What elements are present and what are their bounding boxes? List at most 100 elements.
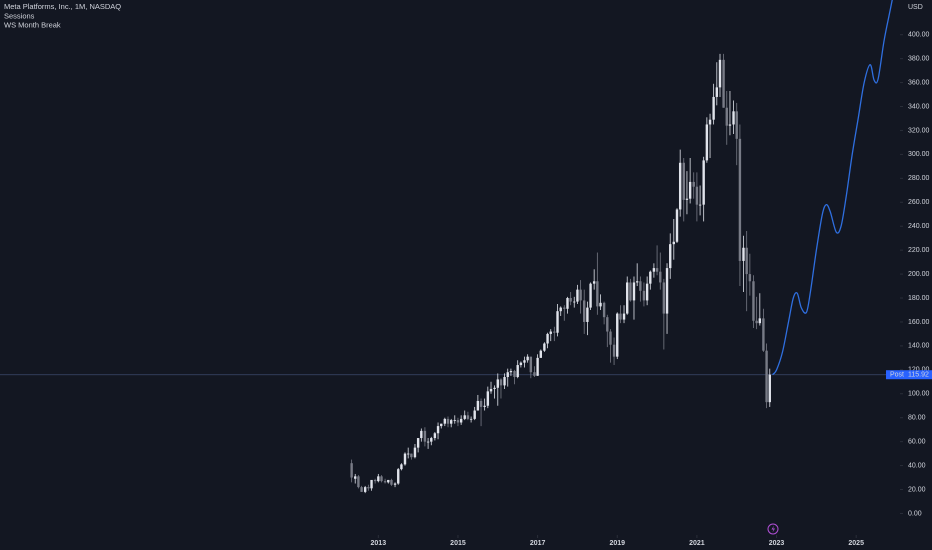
candle-body bbox=[426, 441, 430, 443]
candle-body bbox=[483, 405, 486, 407]
candle-body bbox=[553, 331, 556, 333]
y-tick-label: 380.00 bbox=[908, 55, 930, 62]
y-tick-label: 300.00 bbox=[908, 151, 930, 158]
candle-body bbox=[645, 283, 649, 301]
candle-body bbox=[755, 320, 758, 324]
candle-body bbox=[725, 107, 728, 126]
candle-body bbox=[390, 479, 393, 485]
candle-body bbox=[718, 59, 722, 88]
candle-body bbox=[489, 388, 493, 392]
legend: Meta Platforms, Inc., 1M, NASDAQ Session… bbox=[4, 2, 121, 30]
candle-body bbox=[672, 241, 676, 245]
y-tick-label: 200.00 bbox=[908, 271, 930, 278]
candle-body bbox=[430, 438, 433, 442]
indicator-label: Sessions bbox=[4, 11, 35, 20]
candle-body bbox=[370, 479, 373, 489]
y-tick-label: 100.00 bbox=[908, 391, 930, 398]
candle-body bbox=[367, 487, 370, 489]
candle-body bbox=[393, 483, 397, 485]
candle-body bbox=[509, 371, 513, 373]
candle-body bbox=[735, 111, 738, 139]
grid bbox=[377, 34, 903, 538]
candle-body bbox=[516, 365, 519, 378]
candle-body bbox=[692, 181, 695, 187]
candle-body bbox=[486, 391, 490, 406]
candle-body bbox=[469, 418, 473, 420]
candle-body bbox=[685, 198, 689, 200]
x-tick-label: 2013 bbox=[371, 540, 387, 547]
y-tick-label: 260.00 bbox=[908, 199, 930, 206]
y-tick-label: 80.00 bbox=[908, 415, 926, 422]
candle-body bbox=[748, 274, 752, 282]
candle-body bbox=[669, 244, 672, 269]
candle-body bbox=[579, 289, 582, 301]
candle-body bbox=[752, 281, 755, 321]
candle-body bbox=[675, 209, 679, 242]
x-tick-label: 2021 bbox=[689, 540, 705, 547]
y-tick-label: 340.00 bbox=[908, 103, 930, 110]
candle-body bbox=[549, 331, 552, 334]
candle-body bbox=[559, 307, 562, 312]
candle-body bbox=[639, 281, 642, 291]
candle-body bbox=[659, 271, 662, 283]
candle-body bbox=[357, 476, 360, 488]
price-label-box bbox=[886, 370, 932, 380]
candle-body bbox=[436, 426, 440, 434]
price-label-tag: Post bbox=[890, 372, 904, 379]
candle-body bbox=[762, 318, 765, 351]
y-tick-label: 40.00 bbox=[908, 462, 926, 469]
candle-body bbox=[443, 418, 447, 424]
candle-body bbox=[479, 400, 483, 407]
candle-body bbox=[383, 481, 387, 483]
candle-body bbox=[453, 420, 456, 421]
y-tick-label: 160.00 bbox=[908, 319, 930, 326]
candle-body bbox=[768, 374, 771, 403]
forecast-line bbox=[772, 0, 893, 376]
candle-body bbox=[616, 313, 619, 357]
y-tick-label: 360.00 bbox=[908, 79, 930, 86]
candle-body bbox=[403, 453, 407, 465]
candle-body bbox=[513, 371, 516, 378]
candle-body bbox=[413, 447, 417, 458]
chart-title: Meta Platforms, Inc., 1M, NASDAQ bbox=[4, 2, 121, 11]
candle-body bbox=[363, 487, 367, 492]
candle-body bbox=[499, 379, 503, 386]
candle-body bbox=[416, 438, 420, 448]
candle-body bbox=[649, 271, 652, 284]
candle-body bbox=[652, 268, 656, 272]
candle-body bbox=[596, 281, 599, 307]
candle-body bbox=[529, 356, 533, 373]
candle-body bbox=[543, 343, 546, 351]
x-tick-label: 2023 bbox=[769, 540, 785, 547]
candle-body bbox=[546, 333, 549, 344]
candle-body bbox=[373, 479, 377, 482]
candle-body bbox=[466, 415, 470, 419]
candle-body bbox=[702, 160, 705, 205]
candle-body bbox=[556, 311, 559, 333]
candle-body bbox=[708, 119, 712, 125]
candle-body bbox=[449, 420, 453, 424]
candle-body bbox=[698, 204, 702, 206]
x-tick-label: 2017 bbox=[530, 540, 546, 547]
candle-body bbox=[496, 379, 499, 388]
candle-body bbox=[397, 469, 400, 484]
y-tick-label: 320.00 bbox=[908, 127, 930, 134]
candle-body bbox=[619, 313, 622, 320]
candle-body bbox=[519, 362, 523, 366]
candle-body bbox=[506, 372, 509, 378]
candle-body bbox=[569, 298, 572, 302]
indicator-label: WS Month Break bbox=[4, 20, 61, 29]
candle-body bbox=[503, 377, 506, 386]
candle-body bbox=[420, 430, 423, 439]
candle-body bbox=[523, 360, 526, 363]
candle-body bbox=[563, 307, 566, 309]
candle-body bbox=[476, 400, 480, 411]
candle-body bbox=[682, 162, 685, 200]
candle-body bbox=[602, 302, 606, 318]
candle-body bbox=[463, 415, 466, 419]
candle-body bbox=[655, 268, 659, 272]
candle-body bbox=[626, 282, 629, 314]
candle-body bbox=[360, 487, 363, 492]
candle-body bbox=[406, 453, 410, 455]
